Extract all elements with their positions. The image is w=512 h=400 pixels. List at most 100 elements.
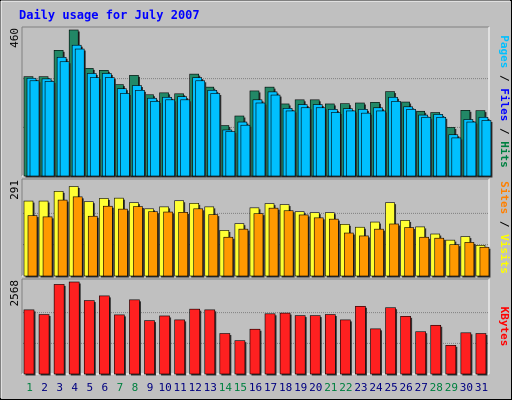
bar-pages-15 [240,124,251,177]
bar-pages-20 [315,107,326,177]
bar-kbytes-11 [174,319,185,375]
bar-kbytes-7 [114,314,125,375]
day-label-9: 9 [147,381,154,394]
day-label-11: 11 [174,381,187,394]
axis-max-label: 291 [8,180,21,200]
bar-sites-3 [57,199,68,277]
axis-label-segment: / [498,121,511,141]
day-label-25: 25 [384,381,397,394]
bar-kbytes-30 [460,332,472,375]
day-label-22: 22 [339,381,352,394]
bar-kbytes-20 [309,315,321,375]
bar-sites-28 [434,237,445,277]
bar-kbytes-26 [400,316,411,375]
bar-sites-16 [253,213,264,277]
bar-sites-20 [313,217,324,277]
day-label-2: 2 [41,381,48,394]
bar-kbytes-24 [370,328,381,375]
day-label-31: 31 [475,381,488,394]
axis-label-segment: Hits [498,141,511,168]
bar-sites-17 [268,207,279,277]
bar-sites-23 [359,235,369,277]
bar-sites-8 [133,206,143,277]
bar-pages-10 [165,99,175,177]
bar-kbytes-22 [340,319,351,375]
bar-sites-2 [42,216,53,277]
bar-sites-12 [193,208,204,277]
day-label-24: 24 [369,381,383,394]
bar-sites-30 [464,242,475,277]
bar-kbytes-16 [249,328,261,375]
day-label-1: 1 [26,381,33,394]
bar-sites-31 [479,246,490,277]
axis-label-segment: / [498,68,511,88]
day-label-10: 10 [158,381,171,394]
bar-sites-1 [27,215,38,277]
bar-kbytes-2 [38,314,50,375]
bar-sites-19 [298,214,309,277]
bar-kbytes-17 [264,313,276,375]
bar-pages-13 [210,93,221,177]
bar-sites-5 [87,215,98,277]
bar-pages-12 [195,80,206,177]
bar-kbytes-23 [355,305,366,375]
day-label-21: 21 [324,381,337,394]
bar-pages-3 [59,61,70,177]
day-label-13: 13 [204,381,217,394]
day-label-30: 30 [460,381,473,394]
axis-label-segment: KBytes [498,307,511,347]
day-label-19: 19 [294,381,307,394]
bar-pages-6 [105,77,115,177]
bar-sites-4 [72,196,83,277]
bar-pages-29 [451,137,462,177]
bar-kbytes-18 [279,312,291,375]
axis-label-segment: / [498,214,511,234]
bar-sites-10 [163,211,173,277]
bar-pages-21 [330,112,341,177]
bar-pages-31 [481,120,492,177]
bar-pages-25 [391,101,401,177]
axis-label-segment: Visits [498,234,511,274]
day-label-6: 6 [102,381,109,394]
bar-sites-13 [208,214,219,277]
bar-sites-26 [404,227,414,277]
bar-sites-6 [103,205,113,277]
axis-label-top: Pages / Files / Hits [498,35,511,168]
day-label-23: 23 [354,381,367,394]
bar-pages-5 [89,77,100,177]
bar-pages-8 [135,90,145,177]
bar-kbytes-27 [415,331,426,375]
axis-label-segment: Pages [498,35,511,68]
bar-pages-11 [180,99,190,177]
axis-label-bot: KBytes [498,307,511,347]
bar-kbytes-1 [23,309,35,375]
bar-kbytes-25 [385,307,396,375]
bar-pages-23 [361,112,371,177]
bar-pages-22 [346,110,356,177]
bar-sites-14 [223,236,234,277]
bar-kbytes-29 [445,345,457,375]
day-label-8: 8 [132,381,139,394]
bar-kbytes-19 [294,315,306,375]
day-label-5: 5 [86,381,93,394]
bar-sites-15 [238,228,249,277]
bar-sites-24 [374,228,384,277]
bar-kbytes-3 [53,284,65,375]
bar-pages-28 [436,116,447,177]
day-label-20: 20 [309,381,322,394]
axis-max-label: 2568 [8,280,21,307]
bar-sites-27 [419,236,429,277]
bar-kbytes-13 [204,309,216,375]
bar-sites-7 [118,208,128,277]
day-label-7: 7 [117,381,124,394]
chart-title: Daily usage for July 2007 [19,8,200,22]
bar-kbytes-28 [430,324,442,375]
bar-kbytes-10 [159,315,170,375]
day-label-16: 16 [249,381,262,394]
bar-kbytes-15 [234,340,246,375]
axis-label-mid: Sites / Visits [498,181,511,274]
bar-kbytes-4 [68,281,80,375]
day-label-4: 4 [71,381,78,394]
day-label-26: 26 [400,381,413,394]
bar-pages-2 [44,81,55,177]
